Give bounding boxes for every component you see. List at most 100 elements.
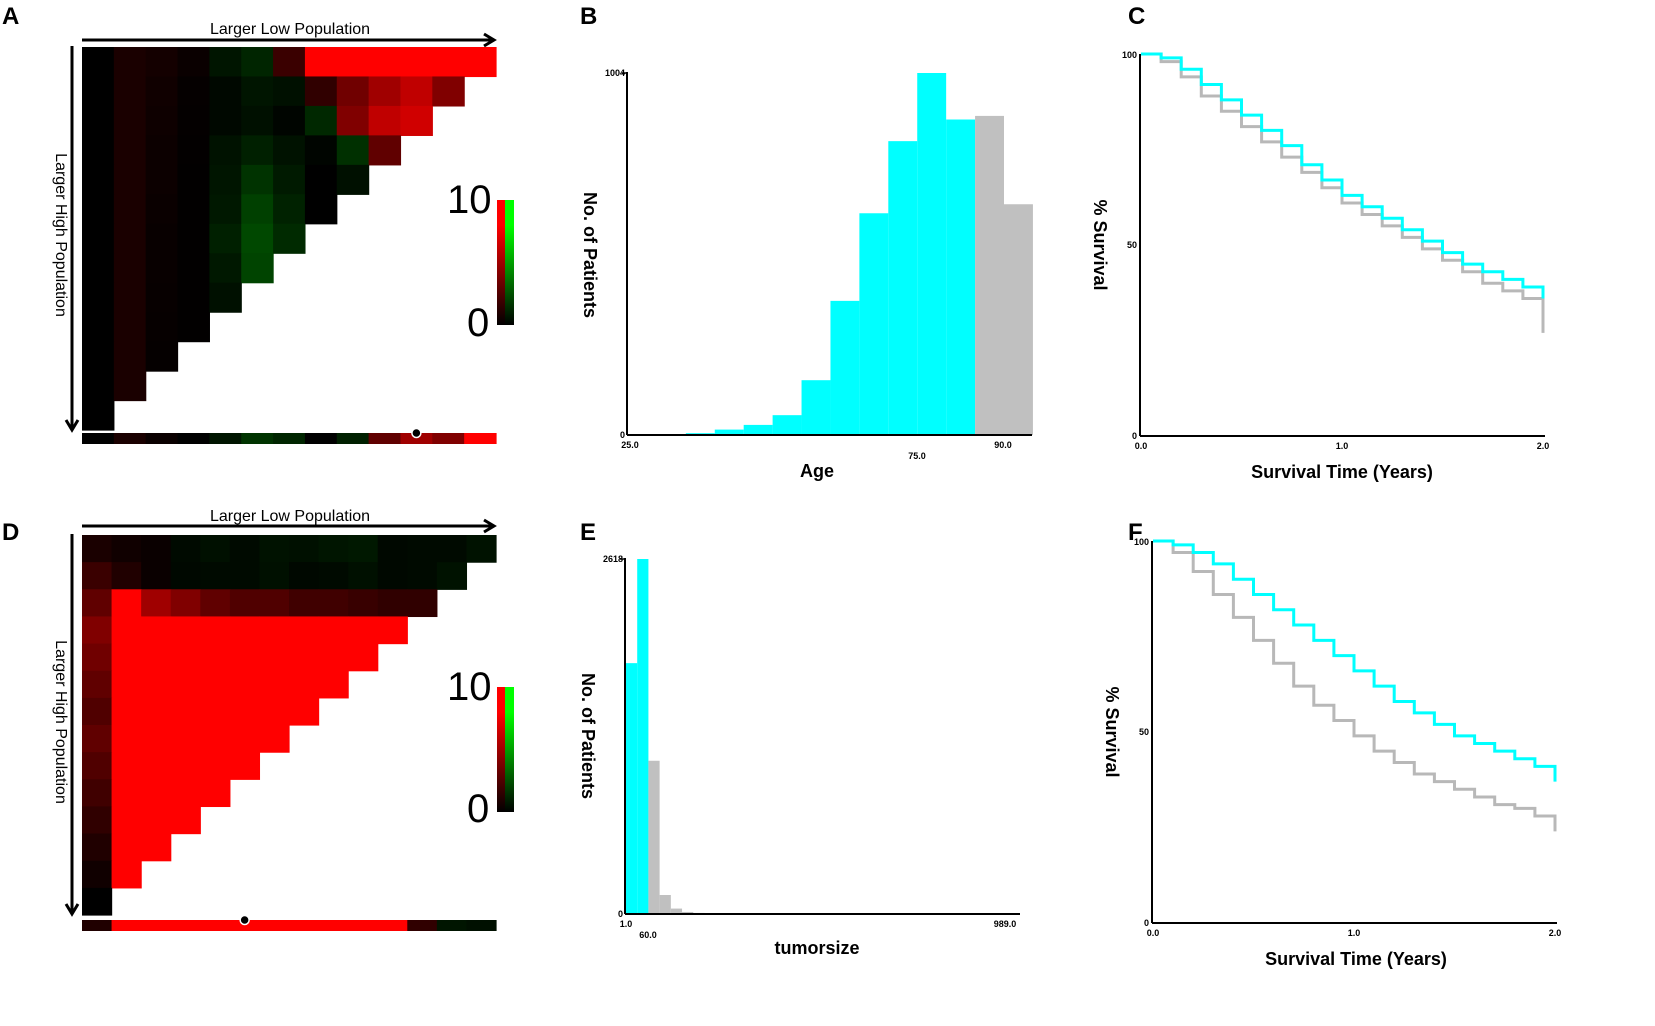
heatmap-cell-a (241, 253, 274, 284)
heatmap-cell-a (209, 47, 242, 78)
histogram-bar-b (772, 415, 802, 435)
x-tick-e-0: 1.0 (620, 919, 633, 929)
x-tick-b-1: 75.0 (908, 451, 926, 461)
heatmap-cell-a (209, 135, 242, 166)
heatmap-cell-a (82, 164, 115, 195)
heatmap-cell-a (304, 194, 338, 225)
histogram-bar-b (743, 424, 773, 435)
heatmap-cell-d (82, 616, 113, 645)
heatmap-cell-a (145, 223, 179, 254)
strip-cell-d (289, 920, 320, 931)
heatmap-cell-a (209, 194, 242, 225)
heatmap-cell-d (82, 752, 113, 780)
heatmap-cell-a (432, 76, 465, 107)
heatmap-cell-d (318, 670, 349, 699)
heatmap-cell-d (141, 779, 172, 808)
heatmap-cell-d (111, 616, 142, 645)
heatmap-cell-d (377, 616, 408, 645)
heatmap-cell-a (241, 164, 274, 195)
y-tick-c-100: 100 (1122, 50, 1137, 60)
heatmap-cell-d (466, 535, 497, 563)
heatmap-cell-d (377, 562, 408, 590)
heatmap-cell-a (209, 282, 242, 313)
strip-cell-a (273, 433, 306, 444)
x-label-c: Survival Time (Years) (1251, 462, 1433, 482)
heatmap-cell-a (273, 223, 306, 254)
colorbar-green-d (505, 687, 514, 812)
x-tick-e-2: 989.0 (994, 919, 1017, 929)
heatmap-cell-a (113, 47, 147, 78)
heatmap-cell-a (113, 341, 147, 372)
heatmap-cell-d (111, 860, 142, 889)
heatmap-cell-d (200, 535, 231, 563)
heatmap-cell-a (113, 371, 147, 402)
heatmap-cell-d (170, 670, 201, 699)
panel-letter-f: F (1128, 519, 1143, 546)
heatmap-cell-a (241, 135, 274, 166)
y-tick-c-50: 50 (1127, 240, 1137, 250)
heatmap-cell-a (82, 76, 115, 107)
heatmap-cell-d (229, 752, 261, 780)
heatmap-cell-d (318, 643, 349, 672)
heatmap-cell-a (273, 164, 306, 195)
heatmap-cell-a (336, 47, 370, 78)
heatmap-cell-d (200, 725, 231, 753)
heatmap-cell-d (436, 562, 468, 590)
heatmap-cell-a (304, 76, 338, 107)
heatmap-cell-d (289, 697, 320, 726)
heatmap-cell-d (170, 752, 201, 780)
heatmap-cell-d (259, 562, 290, 590)
strip-cell-a (432, 433, 465, 444)
strip-cell-d (170, 920, 201, 931)
heatmap-cell-d (259, 670, 290, 699)
heatmap-cell-d (200, 752, 231, 780)
heatmap-cell-d (348, 616, 379, 645)
histogram-bar-b (801, 380, 831, 435)
y-tick-e-bottom: 0 (618, 909, 623, 919)
heatmap-cell-a (145, 135, 179, 166)
heatmap-cell-d (348, 562, 379, 590)
strip-cell-d (318, 920, 349, 931)
y-label-e: No. of Patients (578, 673, 598, 799)
heatmap-cell-d (200, 562, 231, 590)
x-label-f: Survival Time (Years) (1265, 949, 1447, 969)
panel-letter-a: A (2, 3, 19, 30)
heatmap-cell-a (145, 253, 179, 284)
histogram-bar-b (714, 429, 744, 435)
histogram-b: 1004 0 25.0 75.0 90.0 Age No. of Patient… (580, 68, 1033, 481)
heatmap-cell-d (141, 616, 172, 645)
heatmap-cell-d (111, 670, 142, 699)
strip-cell-a (82, 433, 115, 444)
strip-cell-d (466, 920, 497, 931)
y-label-b: No. of Patients (580, 192, 600, 318)
heatmap-cell-d (229, 616, 261, 645)
heatmap-cell-d (141, 643, 172, 672)
strip-cell-d (111, 920, 142, 931)
strip-cell-a (113, 433, 147, 444)
heatmap-cell-a (82, 282, 115, 313)
y-label-a: Larger High Population (52, 153, 69, 317)
x-tick-b-2: 90.0 (994, 440, 1012, 450)
heatmap-cell-a (82, 341, 115, 372)
histogram-bar-e (637, 559, 649, 914)
strip-cell-a (368, 433, 402, 444)
heatmap-cell-d (170, 562, 201, 590)
histogram-e: 2618 0 1.0 60.0 989.0 tumorsize No. of P… (578, 554, 1020, 958)
heatmap-cell-a (273, 194, 306, 225)
heatmap-cell-a (113, 223, 147, 254)
heatmap-cell-a (273, 47, 306, 78)
heatmap-cell-d (200, 779, 231, 808)
heatmap-cell-d (111, 752, 142, 780)
heatmap-cell-a (400, 76, 433, 107)
heatmap-cell-d (229, 589, 261, 618)
histogram-bar-b (859, 213, 889, 435)
x-tick-f-0: 0.0 (1147, 928, 1160, 938)
heatmap-cell-a (82, 47, 115, 78)
y-tick-c-0: 0 (1132, 431, 1137, 441)
heatmap-cell-a (177, 76, 210, 107)
heatmap-cell-a (273, 76, 306, 107)
heatmap-cell-d (200, 616, 231, 645)
heatmap-cell-a (113, 253, 147, 284)
x-tick-f-2: 2.0 (1549, 928, 1562, 938)
survival-line-gray-c (1141, 52, 1545, 333)
